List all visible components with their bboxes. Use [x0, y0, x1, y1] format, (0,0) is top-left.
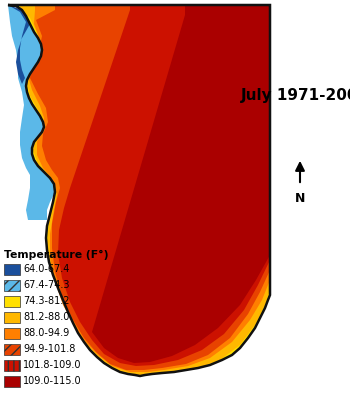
Text: N: N — [295, 192, 305, 205]
Text: 109.0-115.0: 109.0-115.0 — [23, 377, 82, 387]
Bar — [4, 264, 20, 275]
Polygon shape — [92, 5, 270, 363]
Bar — [4, 280, 20, 291]
Bar — [4, 312, 20, 323]
Polygon shape — [8, 5, 30, 84]
Text: 74.3-81.2: 74.3-81.2 — [23, 297, 70, 307]
Text: 94.9-101.8: 94.9-101.8 — [23, 344, 75, 355]
Bar — [4, 360, 20, 371]
Bar — [4, 344, 20, 355]
Text: 64.0-67.4: 64.0-67.4 — [23, 264, 69, 275]
Polygon shape — [28, 5, 270, 372]
Polygon shape — [8, 5, 55, 220]
Text: 88.0-94.9: 88.0-94.9 — [23, 329, 69, 338]
Polygon shape — [20, 5, 270, 376]
Text: 101.8-109.0: 101.8-109.0 — [23, 361, 82, 370]
Polygon shape — [30, 5, 270, 370]
Bar — [4, 376, 20, 387]
Text: Temperature (F°): Temperature (F°) — [4, 250, 108, 260]
Bar — [4, 328, 20, 339]
Text: 67.4-74.3: 67.4-74.3 — [23, 281, 70, 290]
Text: July 1971-2000: July 1971-2000 — [241, 87, 350, 102]
Text: 81.2-88.0: 81.2-88.0 — [23, 312, 69, 323]
Polygon shape — [8, 5, 270, 376]
Polygon shape — [58, 5, 270, 366]
Bar — [4, 296, 20, 307]
